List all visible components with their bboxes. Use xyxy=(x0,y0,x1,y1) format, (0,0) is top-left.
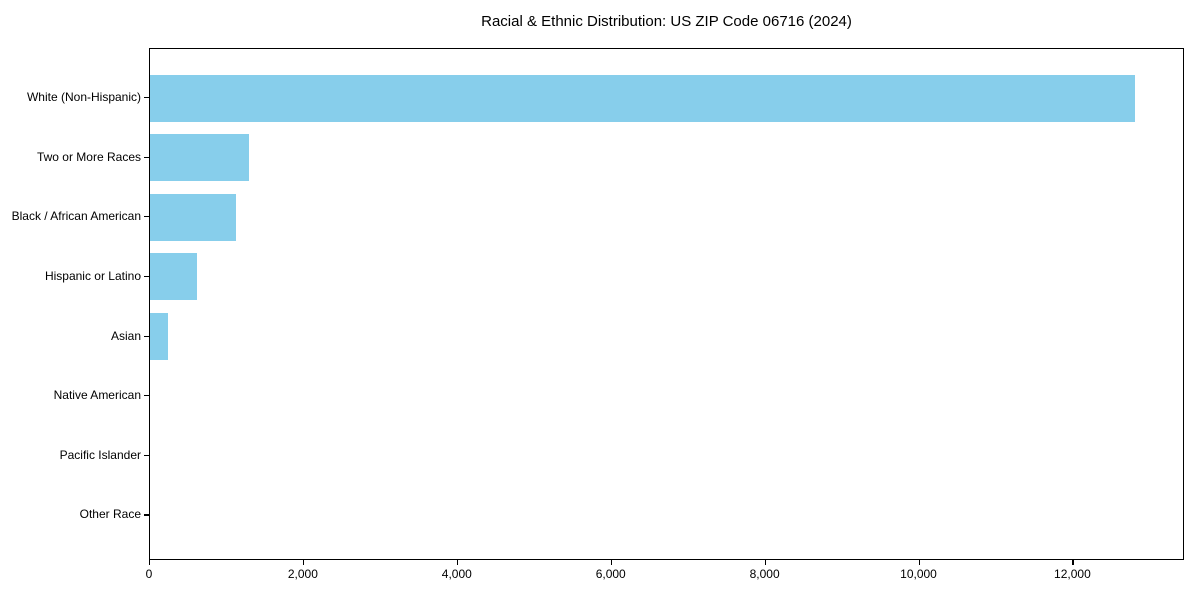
x-tick-label: 6,000 xyxy=(595,567,626,581)
x-tick-label: 2,000 xyxy=(287,567,318,581)
x-tick-label: 0 xyxy=(145,567,153,581)
x-tick-label: 8,000 xyxy=(749,567,780,581)
y-tick-label: White (Non-Hispanic) xyxy=(26,90,141,104)
chart-title: Racial & Ethnic Distribution: US ZIP Cod… xyxy=(481,13,852,30)
y-axis-tick xyxy=(144,275,149,278)
y-tick-label: Native American xyxy=(53,388,141,403)
y-axis-tick xyxy=(144,156,149,158)
x-axis-tick xyxy=(456,560,458,565)
y-tick-label: Pacific Islander xyxy=(59,447,141,462)
y-axis-tick xyxy=(144,216,149,218)
x-axis-tick xyxy=(918,560,920,565)
y-axis-tick xyxy=(144,514,149,516)
bar-4 xyxy=(150,313,169,361)
x-tick-label: 12,000 xyxy=(1054,567,1091,581)
y-tick-label: Black / African American xyxy=(11,209,141,224)
y-tick-label: Asian xyxy=(110,328,141,343)
y-axis-tick xyxy=(144,395,149,397)
x-axis-tick xyxy=(1072,560,1074,565)
x-axis-tick xyxy=(764,560,766,565)
y-axis-tick xyxy=(144,97,149,99)
bar-2 xyxy=(150,193,237,241)
x-tick-label: 10,000 xyxy=(900,567,937,581)
y-tick-label: Other Race xyxy=(79,507,141,522)
x-tick-label: 4,000 xyxy=(441,567,472,581)
y-tick-label: Hispanic or Latino xyxy=(44,268,141,283)
bar-0 xyxy=(150,74,1135,122)
y-axis-tick xyxy=(144,335,149,337)
x-axis-tick xyxy=(610,560,612,565)
x-axis-tick xyxy=(302,560,305,565)
bar-1 xyxy=(150,134,250,182)
y-axis-tick xyxy=(144,454,149,457)
plot-area xyxy=(149,48,1184,560)
bar-3 xyxy=(150,253,197,301)
y-tick-label: Two or More Races xyxy=(36,149,141,164)
x-axis-tick xyxy=(149,560,151,565)
